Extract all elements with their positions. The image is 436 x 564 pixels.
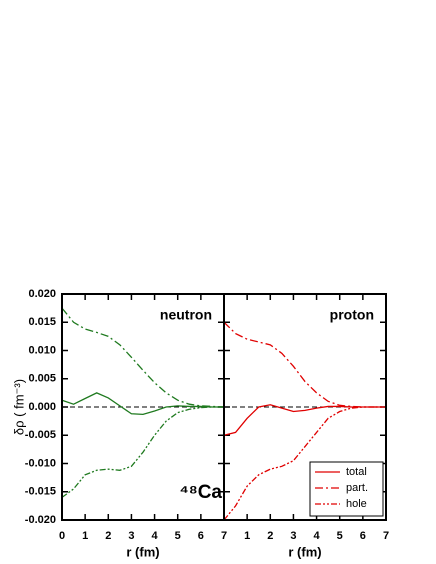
y-tick-label: 0.000 — [28, 401, 56, 413]
series-line — [61, 392, 224, 416]
y-tick-label: -0.010 — [25, 457, 56, 469]
x-tick-label: 5 — [175, 530, 181, 542]
x-tick-label: 6 — [360, 530, 366, 542]
x-tick-label: 3 — [128, 530, 134, 542]
x-tick-label: 5 — [337, 530, 343, 542]
series-line — [223, 406, 386, 521]
y-tick-label: 0.010 — [28, 344, 56, 356]
y-tick-label: 0.005 — [28, 373, 56, 385]
y-tick-label: -0.005 — [25, 429, 56, 441]
x-tick-label: 3 — [290, 530, 296, 542]
x-tick-label: 2 — [105, 530, 111, 542]
series-line — [61, 406, 224, 498]
x-tick-label: 7 — [383, 530, 389, 542]
y-tick-label: -0.015 — [25, 486, 56, 498]
legend-label: total — [346, 466, 367, 478]
legend-label: part. — [346, 482, 368, 494]
plot-frame — [223, 293, 387, 521]
panel-label: neutron — [160, 307, 212, 323]
x-tick-label: 2 — [267, 530, 273, 542]
x-tick-label: 4 — [152, 530, 159, 542]
legend-label: hole — [346, 498, 367, 510]
y-axis-label: δρ ( fm⁻³) — [11, 379, 26, 435]
series-line — [223, 404, 386, 436]
panel-label: proton — [330, 307, 374, 323]
x-tick-label: 1 — [244, 530, 250, 542]
x-tick-label: 7 — [221, 530, 227, 542]
legend-box — [309, 461, 384, 517]
series-line — [61, 307, 225, 408]
x-axis-label: r (fm) — [126, 544, 159, 559]
x-tick-label: 4 — [314, 530, 321, 542]
x-tick-label: 0 — [59, 530, 65, 542]
series-line — [223, 321, 386, 408]
y-tick-label: 0.015 — [28, 316, 56, 328]
y-tick-label: 0.020 — [28, 288, 56, 300]
nucleus-label: ⁴⁸Ca — [179, 482, 222, 503]
x-tick-label: 1 — [82, 530, 88, 542]
x-tick-label: 6 — [198, 530, 204, 542]
y-tick-label: -0.020 — [25, 514, 56, 526]
x-axis-label: r (fm) — [288, 544, 321, 559]
